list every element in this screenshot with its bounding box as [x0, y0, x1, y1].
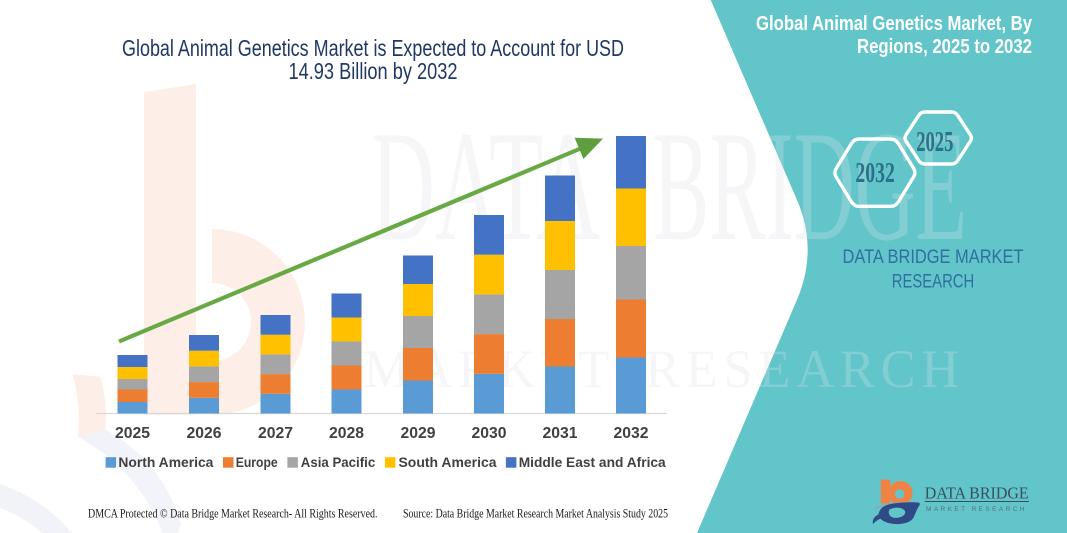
svg-text:DMCA Protected © Data Bridge M: DMCA Protected © Data Bridge Market Rese…	[88, 506, 378, 521]
svg-text:North America: North America	[118, 454, 213, 470]
svg-text:MARKET RESEARCH: MARKET RESEARCH	[926, 506, 1027, 513]
svg-text:2026: 2026	[187, 425, 222, 442]
svg-text:2031: 2031	[543, 425, 578, 442]
svg-text:2032: 2032	[855, 158, 894, 189]
svg-text:Regions, 2025 to 2032: Regions, 2025 to 2032	[857, 36, 1032, 58]
svg-text:2025: 2025	[115, 425, 150, 442]
svg-text:Global Animal Genetics Market,: Global Animal Genetics Market, By	[756, 13, 1033, 35]
svg-text:Middle East and Africa: Middle East and Africa	[519, 454, 666, 470]
svg-text:South America: South America	[399, 454, 497, 470]
svg-text:2032: 2032	[614, 425, 649, 442]
svg-text:14.93 Billion by 2032: 14.93 Billion by 2032	[289, 58, 458, 84]
svg-text:Global Animal Genetics Market: Global Animal Genetics Market is Expecte…	[122, 35, 624, 61]
svg-text:RESEARCH: RESEARCH	[892, 270, 975, 292]
svg-text:2025: 2025	[916, 127, 953, 158]
svg-text:2027: 2027	[258, 425, 293, 442]
svg-text:Asia Pacific: Asia Pacific	[301, 454, 376, 470]
svg-text:Europe: Europe	[236, 454, 278, 470]
svg-text:DATA BRIDGE: DATA BRIDGE	[925, 484, 1029, 503]
svg-text:Source: Data Bridge Market Res: Source: Data Bridge Market Research Mark…	[403, 506, 668, 521]
svg-text:2028: 2028	[329, 425, 364, 442]
svg-text:2029: 2029	[401, 425, 436, 442]
svg-text:2030: 2030	[472, 425, 507, 442]
svg-text:DATA BRIDGE MARKET: DATA BRIDGE MARKET	[843, 246, 1024, 268]
